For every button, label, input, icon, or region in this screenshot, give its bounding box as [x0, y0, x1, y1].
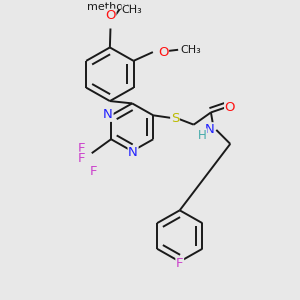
Text: S: S — [171, 112, 179, 125]
Text: N: N — [103, 108, 113, 121]
Text: F: F — [77, 152, 85, 165]
Text: O: O — [105, 10, 116, 23]
Text: methoxy: methoxy — [87, 2, 136, 13]
Text: O: O — [225, 101, 235, 114]
Text: CH₃: CH₃ — [181, 45, 201, 55]
Text: CH₃: CH₃ — [122, 4, 142, 15]
Text: O: O — [105, 9, 116, 22]
Text: H: H — [198, 129, 207, 142]
Text: O: O — [158, 46, 169, 59]
Text: F: F — [176, 257, 184, 270]
Text: F: F — [89, 166, 97, 178]
Text: N: N — [128, 146, 138, 159]
Text: N: N — [205, 123, 214, 136]
Text: F: F — [77, 142, 85, 155]
